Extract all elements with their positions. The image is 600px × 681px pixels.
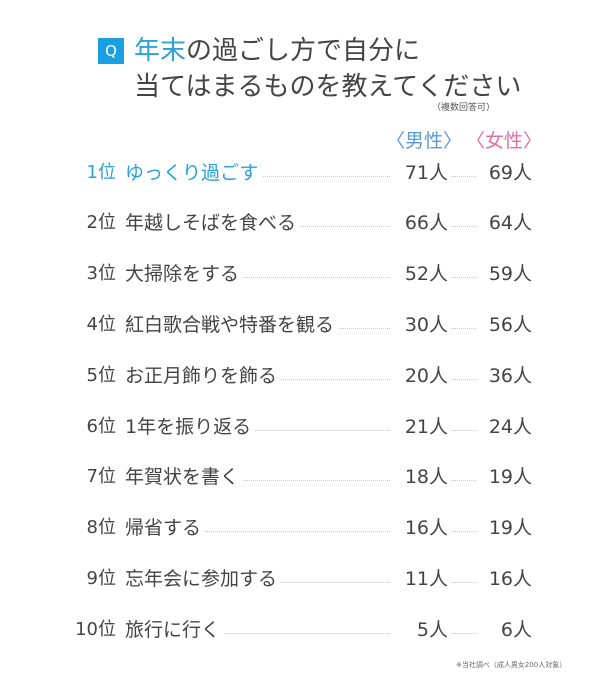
male-count: 71人 bbox=[404, 162, 448, 184]
female-count: 24人 bbox=[488, 416, 532, 438]
ranking-row: 5位 お正月飾りを飾る 20人 36人 bbox=[0, 361, 600, 391]
multiple-answer-note: （複数回答可） bbox=[432, 103, 496, 113]
rank: 3位 bbox=[86, 263, 116, 284]
dotted-leader bbox=[125, 430, 390, 431]
ranking-row: 1位 ゆっくり過ごす 71人 69人 bbox=[0, 158, 600, 188]
rank: 2位 bbox=[86, 212, 116, 233]
activity-label: 1年を振り返る bbox=[125, 412, 256, 442]
dotted-leader bbox=[452, 582, 476, 583]
male-count: 20人 bbox=[404, 365, 448, 387]
male-count: 21人 bbox=[404, 416, 448, 438]
dotted-leader bbox=[452, 480, 476, 481]
male-count: 18人 bbox=[404, 466, 448, 488]
title-line-1: 年末の過ごし方で自分に bbox=[134, 34, 420, 68]
survey-footnote: ※当社調べ（成人男女200人対象） bbox=[456, 661, 567, 669]
activity-label: 大掃除をする bbox=[125, 259, 244, 289]
dotted-leader bbox=[452, 328, 476, 329]
dotted-leader bbox=[452, 277, 476, 278]
ranking-row: 9位 忘年会に参加する 11人 16人 bbox=[0, 564, 600, 594]
title-line-2: 当てはまるものを教えてください bbox=[134, 72, 522, 102]
female-count: 69人 bbox=[488, 162, 532, 184]
ranking-row: 2位 年越しそばを食べる 66人 64人 bbox=[0, 208, 600, 238]
female-count: 19人 bbox=[488, 517, 532, 539]
dotted-leader bbox=[452, 633, 476, 634]
ranking-row: 7位 年賀状を書く 18人 19人 bbox=[0, 462, 600, 492]
ranking-row: 4位 紅白歌合戦や特番を観る 30人 56人 bbox=[0, 310, 600, 340]
rank: 4位 bbox=[86, 314, 116, 335]
dotted-leader bbox=[125, 277, 390, 278]
male-count: 52人 bbox=[404, 263, 448, 285]
activity-label: ゆっくり過ごす bbox=[125, 158, 263, 188]
female-count: 64人 bbox=[488, 212, 532, 234]
dotted-leader bbox=[452, 379, 476, 380]
male-count: 16人 bbox=[404, 517, 448, 539]
rank: 8位 bbox=[86, 517, 116, 538]
female-count: 16人 bbox=[488, 568, 532, 590]
female-count: 59人 bbox=[488, 263, 532, 285]
activity-label: 帰省する bbox=[125, 513, 206, 543]
activity-label: 年越しそばを食べる bbox=[125, 208, 301, 238]
rank: 7位 bbox=[86, 466, 116, 487]
ranking-row: 3位 大掃除をする 52人 59人 bbox=[0, 259, 600, 289]
male-count: 11人 bbox=[404, 568, 448, 590]
dotted-leader bbox=[125, 633, 390, 634]
dotted-leader bbox=[452, 176, 476, 177]
rank: 10位 bbox=[75, 619, 116, 640]
dotted-leader bbox=[452, 531, 476, 532]
activity-label: お正月飾りを飾る bbox=[125, 361, 282, 391]
activity-label: 旅行に行く bbox=[125, 615, 225, 645]
activity-label: 紅白歌合戦や特番を観る bbox=[125, 310, 339, 340]
title-line-1-rest: の過ごし方で自分に bbox=[186, 36, 421, 66]
rank: 5位 bbox=[86, 365, 116, 386]
rank: 6位 bbox=[86, 416, 116, 437]
question-badge: Q bbox=[98, 38, 124, 64]
rank: 9位 bbox=[86, 568, 116, 589]
ranking-row: 10位 旅行に行く 5人 6人 bbox=[0, 615, 600, 645]
activity-label: 忘年会に参加する bbox=[125, 564, 282, 594]
title-accent: 年末 bbox=[134, 36, 187, 66]
female-count: 36人 bbox=[488, 365, 532, 387]
female-count: 6人 bbox=[500, 619, 532, 641]
rank: 1位 bbox=[86, 162, 116, 183]
column-header-female: 〈女性〉 bbox=[466, 130, 543, 152]
dotted-leader bbox=[452, 430, 476, 431]
male-count: 30人 bbox=[404, 314, 448, 336]
female-count: 56人 bbox=[488, 314, 532, 336]
ranking-row: 8位 帰省する 16人 19人 bbox=[0, 513, 600, 543]
column-header-male: 〈男性〉 bbox=[386, 130, 463, 152]
activity-label: 年賀状を書く bbox=[125, 462, 244, 492]
dotted-leader bbox=[452, 226, 476, 227]
dotted-leader bbox=[125, 531, 390, 532]
ranking-row: 6位 1年を振り返る 21人 24人 bbox=[0, 412, 600, 442]
male-count: 5人 bbox=[416, 619, 448, 641]
male-count: 66人 bbox=[404, 212, 448, 234]
female-count: 19人 bbox=[488, 466, 532, 488]
dotted-leader bbox=[125, 480, 390, 481]
